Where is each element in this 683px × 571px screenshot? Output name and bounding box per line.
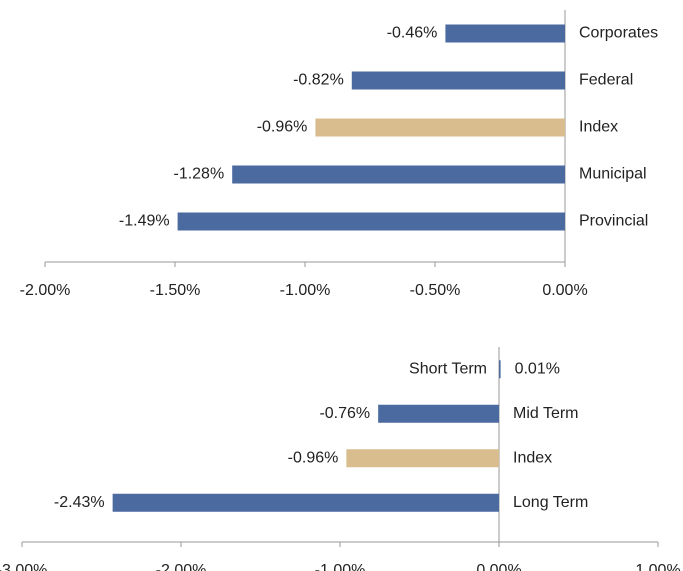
category-label: Provincial (579, 213, 648, 230)
value-label: -2.43% (54, 494, 105, 511)
x-tick-label: 0.00% (542, 282, 587, 299)
value-label: -0.76% (319, 405, 370, 422)
x-tick-label: -1.00% (280, 282, 331, 299)
x-tick-label: -1.00% (315, 562, 366, 571)
bar (499, 360, 501, 379)
value-label: -0.96% (257, 119, 308, 136)
bar (378, 404, 499, 423)
bar (315, 118, 565, 137)
bar (177, 212, 565, 231)
category-label: Municipal (579, 166, 647, 183)
x-tick-label: -2.00% (156, 562, 207, 571)
bar (346, 449, 499, 468)
category-label: Index (513, 449, 552, 466)
bar (445, 24, 565, 43)
x-tick-label: -1.50% (150, 282, 201, 299)
x-tick-label: -0.50% (410, 282, 461, 299)
category-label: Index (579, 119, 618, 136)
category-label: Long Term (513, 494, 588, 511)
bar (112, 493, 499, 512)
category-label: Federal (579, 72, 633, 89)
value-label: -1.28% (173, 166, 224, 183)
x-tick-label: -2.00% (20, 282, 71, 299)
category-label: Mid Term (513, 405, 579, 422)
value-label: -0.82% (293, 72, 344, 89)
x-tick-label: -3.00% (0, 562, 47, 571)
value-label: 0.01% (515, 360, 560, 377)
value-label: -1.49% (119, 213, 170, 230)
value-label: -0.96% (288, 449, 339, 466)
category-label: Short Term (409, 360, 487, 377)
bar (232, 165, 565, 184)
bar (351, 71, 565, 90)
category-label: Corporates (579, 25, 658, 42)
x-tick-label: 0.00% (476, 562, 521, 571)
value-label: -0.46% (387, 25, 438, 42)
x-tick-label: 1.00% (635, 562, 680, 571)
